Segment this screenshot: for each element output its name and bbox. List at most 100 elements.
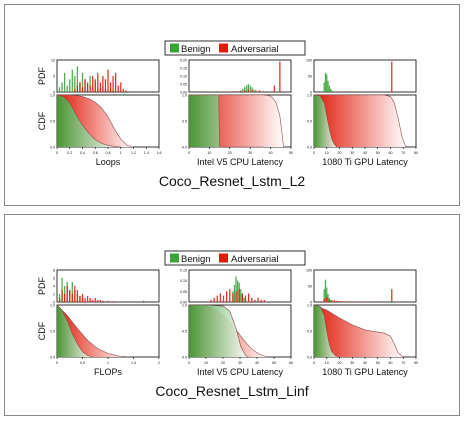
x-tick-label: 2 (158, 361, 160, 365)
pdf-bar-adversarial (260, 299, 262, 302)
x-tick-label: 0 (188, 361, 190, 365)
pdf-y-tick-label: 6 (53, 277, 55, 281)
pdf-row-label: PDF (37, 66, 47, 85)
pdf-bar-benign (233, 284, 236, 302)
cdf-area-benign (57, 95, 121, 147)
pdf-y-tick-label: 0 (53, 91, 55, 95)
pdf-bar-adversarial (240, 90, 242, 92)
figure-panel-l2: Benign Adversarial PDF CDF 0 0.2 0.4 0.6 0.8 1 1.2… (4, 4, 460, 206)
pdf-bar-adversarial (263, 299, 265, 302)
pdf-bar-benign (329, 88, 332, 92)
x-tick-label: 30 (350, 361, 354, 365)
pdf-bar-adversarial (336, 300, 338, 302)
cdf-line-adversarial (57, 94, 134, 148)
pdf-bar-adversarial (84, 79, 86, 92)
pdf-y-tick-label: 100 (306, 269, 312, 273)
legend-swatch-benign (170, 253, 179, 263)
pdf-bar-benign (74, 76, 76, 92)
pdf-bar-adversarial (109, 82, 112, 92)
pdf-y-tick-label: 0.10 (180, 279, 187, 283)
pdf-bar-adversarial (244, 295, 247, 302)
pdf-bar-benign (323, 289, 325, 302)
cdf-area-adversarial (314, 95, 406, 147)
pdf-bar-adversarial (104, 79, 107, 92)
x-tick-label: 20 (338, 361, 342, 365)
figure-svg-l2: Benign Adversarial PDF CDF 0 0.2 0.4 0.6 0.8 1 1.2… (37, 40, 418, 168)
pdf-bar-benign (71, 282, 73, 302)
x-tick-label: 0.4 (80, 151, 85, 155)
x-tick-label: 10 (325, 361, 329, 365)
pdf-bar-benign (329, 300, 332, 302)
cdf-line-benign (313, 94, 338, 148)
pdf-bar-benign (58, 87, 61, 92)
pdf-bar-adversarial (79, 82, 81, 92)
subplot-3: 0 10 20 30 40 50 60 70 80 0 50 100 0.0 0.5 1.0 1080 Ti … (306, 269, 418, 378)
pdf-y-tick-label: 10 (51, 59, 55, 63)
legend-label-adversarial: Adversarial (231, 44, 279, 55)
cdf-y-tick-label: 1.0 (50, 94, 55, 98)
x-tick-label: 60 (389, 361, 393, 365)
cdf-area-benign (189, 95, 264, 147)
cdf-line-adversarial (313, 304, 404, 358)
pdf-bar-adversarial (258, 90, 261, 92)
pdf-bar-benign (64, 72, 66, 92)
pdf-bar-adversarial (235, 291, 237, 302)
cdf-area-benign (314, 95, 337, 147)
x-tick-label: 50 (272, 361, 276, 365)
x-tick-label: 0.8 (106, 151, 111, 155)
x-axis-label: Loops (96, 157, 121, 167)
pdf-bar-adversarial (94, 79, 96, 92)
subplot-3: 0 10 20 30 40 50 60 70 80 0 50 100 0.0 0.5 1.0 1080 Ti … (306, 59, 418, 168)
pdf-bar-adversarial (84, 298, 86, 302)
cdf-y-tick-label: 1.0 (182, 304, 187, 308)
pdf-bar-benign (323, 82, 325, 92)
cdf-line-benign (189, 304, 249, 358)
pdf-bar-adversarial (213, 297, 215, 302)
pdf-bar-adversarial (255, 90, 257, 92)
pdf-bar-adversarial (247, 293, 250, 302)
pdf-bar-adversarial (251, 89, 253, 92)
pdf-bar-adversarial (125, 90, 127, 92)
pdf-y-tick-label: 0.15 (180, 269, 187, 273)
pdf-bar-benign (327, 80, 329, 92)
pdf-bar-adversarial (79, 296, 81, 302)
pdf-bar-adversarial (92, 76, 94, 92)
pdf-bar-adversarial (338, 301, 341, 302)
pdf-y-tick-label: 0.05 (180, 83, 187, 87)
pdf-axes-frame (313, 269, 417, 303)
x-tick-label: 0 (313, 361, 315, 365)
cdf-line-adversarial (56, 304, 129, 358)
x-tick-label: 1 (120, 151, 122, 155)
pdf-bar-adversarial (343, 301, 346, 302)
x-tick-label: 1.5 (131, 361, 136, 365)
x-tick-label: 0 (313, 151, 315, 155)
pdf-bar-benign (243, 87, 246, 92)
pdf-y-tick-label: 50 (308, 75, 312, 79)
x-axis-label: Intel V5 CPU Latency (197, 367, 284, 377)
x-tick-label: 0.6 (93, 151, 98, 155)
pdf-bar-adversarial (89, 85, 91, 92)
pdf-bar-adversarial (216, 295, 218, 302)
pdf-bar-benign (328, 85, 330, 92)
legend-box (164, 40, 306, 56)
cdf-y-tick-label: 1.0 (182, 94, 187, 98)
x-tick-label: 50 (376, 151, 380, 155)
pdf-y-tick-label: 5 (53, 75, 55, 79)
x-axis-label: FLOPs (94, 367, 123, 377)
cdf-line-benign (313, 304, 340, 358)
cdf-y-tick-label: 0.0 (307, 146, 312, 150)
legend: Benign Adversarial (164, 40, 306, 56)
pdf-bar-benign (61, 82, 63, 92)
pdf-bar-adversarial (323, 298, 325, 302)
pdf-y-tick-label: 0 (310, 91, 312, 95)
x-tick-label: 0 (188, 151, 190, 155)
x-tick-label: 1.6 (157, 151, 162, 155)
pdf-bar-benign (237, 280, 239, 302)
pdf-bar-adversarial (226, 291, 228, 302)
x-axis-label: 1080 Ti GPU Latency (322, 367, 408, 377)
pdf-bar-adversarial (117, 85, 119, 92)
x-tick-label: 0 (56, 151, 58, 155)
pdf-axes-frame (188, 269, 292, 303)
legend-label-benign: Benign (181, 44, 211, 55)
pdf-bar-adversarial (122, 88, 124, 92)
